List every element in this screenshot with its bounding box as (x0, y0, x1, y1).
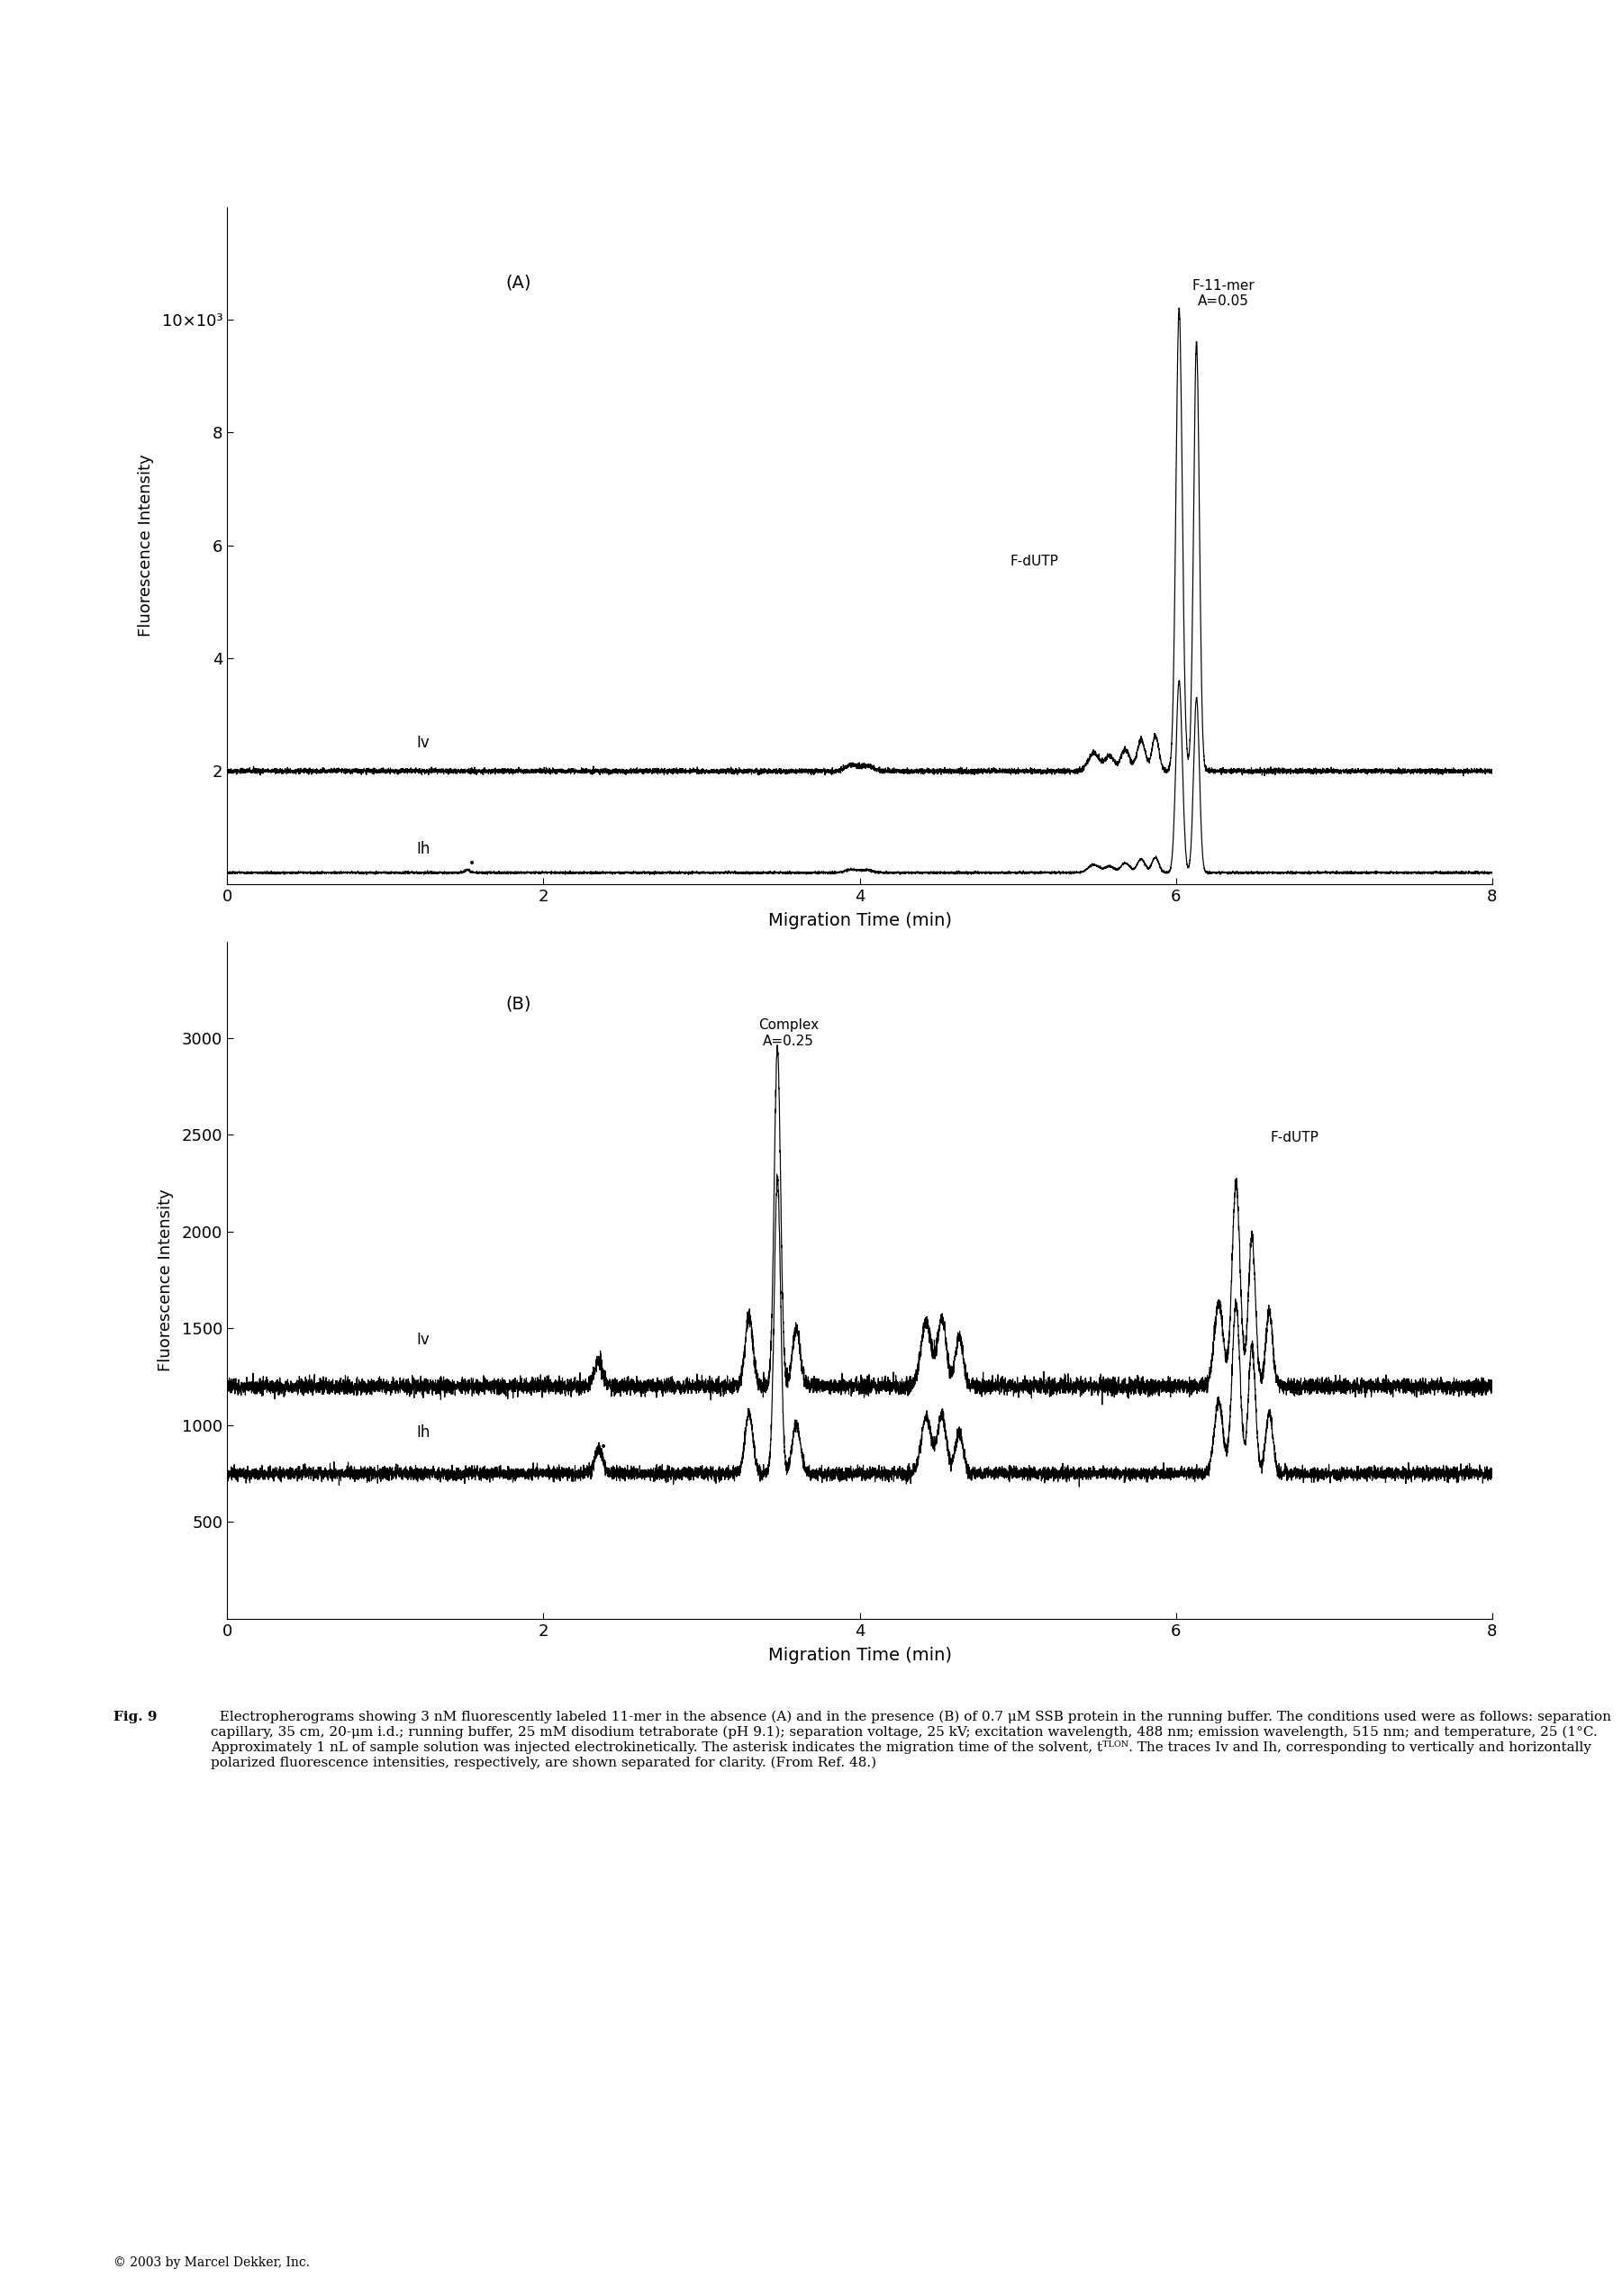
Text: F-dUTP: F-dUTP (1270, 1132, 1319, 1146)
Text: Fig. 9: Fig. 9 (114, 1711, 157, 1722)
Y-axis label: Fluorescence Intensity: Fluorescence Intensity (157, 1189, 174, 1371)
Text: Ih: Ih (417, 840, 431, 856)
Text: Complex
A=0.25: Complex A=0.25 (757, 1019, 819, 1047)
Text: Iv: Iv (417, 735, 430, 751)
Text: Ih: Ih (417, 1424, 431, 1440)
X-axis label: Migration Time (min): Migration Time (min) (767, 1646, 952, 1665)
Text: F-11-mer
A=0.05: F-11-mer A=0.05 (1192, 280, 1255, 308)
Text: •: • (469, 856, 475, 870)
Text: (A): (A) (506, 276, 530, 292)
Y-axis label: Fluorescence Intensity: Fluorescence Intensity (138, 455, 154, 636)
Text: F-dUTP: F-dUTP (1011, 553, 1059, 567)
Text: •: • (600, 1440, 607, 1453)
X-axis label: Migration Time (min): Migration Time (min) (767, 912, 952, 930)
Text: © 2003 by Marcel Dekker, Inc.: © 2003 by Marcel Dekker, Inc. (114, 2257, 310, 2268)
Text: Iv: Iv (417, 1332, 430, 1348)
Text: Electropherograms showing 3 nM fluorescently labeled 11-mer in the absence (A) a: Electropherograms showing 3 nM fluoresce… (211, 1711, 1611, 1770)
Text: (B): (B) (506, 996, 530, 1013)
